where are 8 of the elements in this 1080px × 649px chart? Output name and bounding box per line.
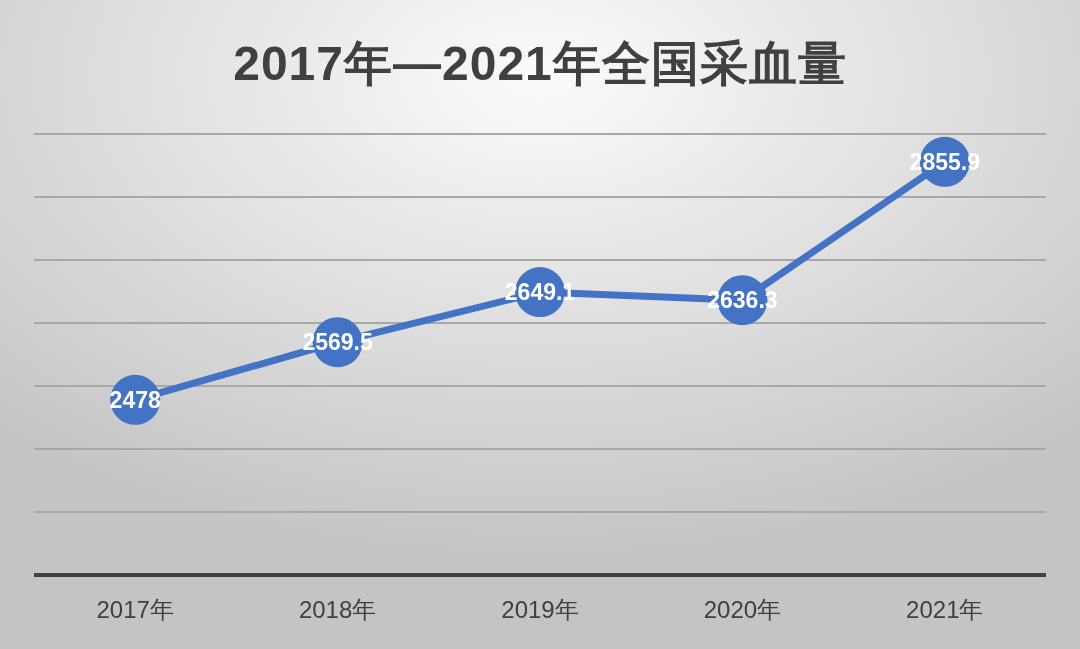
x-tick-label: 2019年 <box>501 596 579 623</box>
data-label: 2478 <box>109 386 161 413</box>
x-tick-label: 2020年 <box>703 596 782 623</box>
x-tick-label: 2018年 <box>298 596 377 623</box>
x-tick-label: 2017年 <box>96 596 174 623</box>
data-label: 2478 <box>109 374 161 425</box>
title: 2017年—2021年全国采血量 <box>233 37 847 90</box>
x-tick-label: 2021年 <box>906 596 984 623</box>
